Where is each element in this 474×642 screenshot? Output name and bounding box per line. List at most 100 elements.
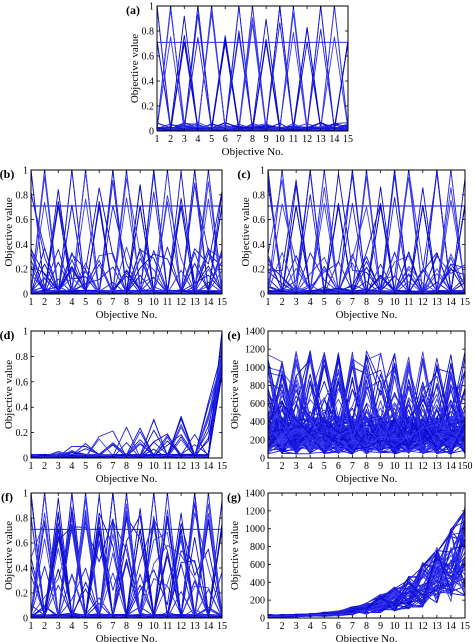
x-tick-label: 14 — [203, 297, 213, 308]
x-tick-label: 14 — [203, 461, 213, 472]
y-tick-label: 0.2 — [253, 265, 266, 276]
series-line — [268, 544, 465, 616]
y-tick-label: 0.2 — [16, 428, 29, 439]
x-tick-label: 1 — [29, 621, 34, 632]
x-tick-label: 10 — [390, 297, 400, 308]
x-tick-label: 150 — [458, 461, 473, 472]
x-tick-label: 6 — [223, 134, 228, 145]
series-line — [31, 369, 222, 458]
x-tick-label: 11 — [163, 297, 173, 308]
x-axis-label: Objective No. — [96, 633, 158, 642]
y-axis-label: Objective value — [129, 34, 141, 103]
x-tick-label: 7 — [350, 461, 355, 472]
y-tick-label: 1000 — [245, 363, 265, 374]
x-tick-label: 12 — [418, 297, 428, 308]
x-tick-label: 6 — [336, 297, 341, 308]
x-tick-label: 4 — [308, 461, 313, 472]
x-tick-label: 12 — [176, 621, 186, 632]
x-tick-label: 5 — [322, 297, 327, 308]
y-tick-label: 200 — [250, 435, 265, 446]
y-tick-label: 1000 — [245, 524, 265, 535]
panel-label: (d) — [0, 328, 14, 342]
y-tick-label: 1200 — [245, 506, 265, 517]
x-tick-label: 7 — [236, 134, 241, 145]
series-line — [31, 334, 222, 458]
x-tick-label: 4 — [308, 621, 313, 632]
series-line — [268, 424, 465, 454]
x-tick-label: 9 — [378, 461, 383, 472]
x-tick-label: 14 — [446, 621, 456, 632]
x-tick-label: 11 — [163, 621, 173, 632]
series-line — [31, 351, 222, 458]
series-line — [268, 415, 465, 452]
x-tick-label: 8 — [364, 297, 369, 308]
y-tick-label: 0.4 — [16, 240, 29, 251]
x-tick-label: 12 — [176, 297, 186, 308]
y-tick-label: 0.2 — [16, 589, 29, 600]
y-tick-label: 400 — [250, 417, 265, 428]
panel-label: (e) — [227, 328, 240, 342]
x-tick-label: 3 — [56, 461, 61, 472]
y-tick-label: 1 — [23, 166, 28, 177]
y-axis-label: Objective value — [240, 197, 252, 266]
x-axis-label: Objective No. — [336, 633, 398, 642]
x-tick-label: 6 — [336, 621, 341, 632]
panel-e: 1 2 3 4 5 6 7 8 9 10 11 12 13 14 150020040060080010001… — [227, 327, 472, 486]
series-line — [31, 349, 222, 458]
x-tick-label: 10 — [275, 134, 285, 145]
series-line — [31, 342, 222, 458]
x-tick-label: 6 — [97, 621, 102, 632]
y-tick-label: 0.6 — [16, 215, 29, 226]
series-line — [31, 342, 222, 458]
x-tick-label: 13 — [432, 621, 442, 632]
x-tick-label: 9 — [138, 297, 143, 308]
x-tick-label: 3 — [294, 297, 299, 308]
y-tick-label: 0.8 — [142, 27, 155, 38]
panel-label: (b) — [0, 167, 14, 181]
y-tick-label: 0 — [23, 454, 28, 465]
x-axis-label: Objective No. — [96, 473, 158, 485]
series-line — [31, 367, 222, 458]
y-tick-label: 0.4 — [142, 77, 155, 88]
x-tick-label: 1 — [266, 297, 271, 308]
y-tick-label: 600 — [250, 560, 265, 571]
x-tick-label: 7 — [350, 621, 355, 632]
x-tick-label: 11 — [289, 134, 299, 145]
panel-d: 1 2 3 4 5 6 7 8 9 10 11 12 13 14 1500.20.40.60.81Objec… — [0, 327, 227, 486]
series-line — [31, 367, 222, 458]
x-tick-label: 4 — [69, 297, 74, 308]
x-tick-label: 4 — [195, 134, 200, 145]
x-axis-label: Objective No. — [222, 146, 284, 158]
series-line — [268, 354, 465, 453]
y-tick-label: 800 — [250, 542, 265, 553]
series-line — [31, 364, 222, 458]
x-tick-label: 13 — [432, 461, 442, 472]
x-tick-label: 14 — [446, 297, 456, 308]
series-group — [268, 350, 465, 455]
y-tick-label: 1 — [23, 489, 28, 500]
series-line — [31, 351, 222, 458]
y-tick-label: 0.4 — [16, 564, 29, 575]
series-line — [31, 520, 222, 618]
y-tick-label: 1 — [23, 327, 28, 338]
x-axis-label: Objective No. — [336, 473, 398, 485]
x-tick-label: 4 — [69, 621, 74, 632]
x-tick-label: 12 — [302, 134, 312, 145]
series-line — [268, 353, 465, 454]
x-tick-label: 2 — [42, 621, 47, 632]
x-tick-label: 1 — [29, 461, 34, 472]
x-tick-label: 15 — [460, 621, 470, 632]
y-tick-label: 0.6 — [142, 52, 155, 63]
series-line — [268, 203, 465, 294]
x-tick-label: 15 — [343, 134, 353, 145]
y-tick-label: 1400 — [245, 327, 265, 338]
series-line — [268, 380, 465, 455]
x-tick-label: 7 — [350, 297, 355, 308]
series-line — [31, 368, 222, 458]
x-tick-label: 3 — [56, 621, 61, 632]
x-tick-label: 5 — [209, 134, 214, 145]
y-tick-label: 0 — [260, 614, 265, 625]
series-line — [31, 360, 222, 458]
x-tick-label: 13 — [190, 297, 200, 308]
panel-label: (a) — [126, 3, 140, 17]
